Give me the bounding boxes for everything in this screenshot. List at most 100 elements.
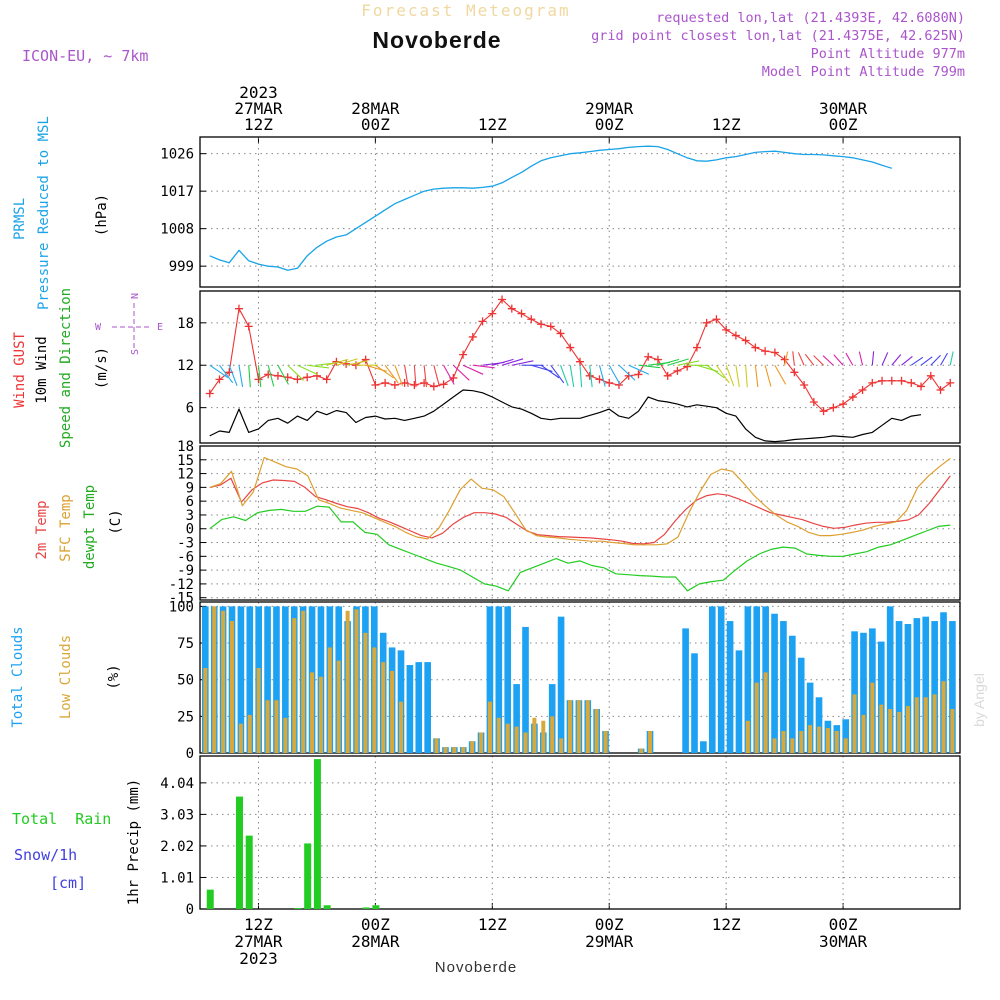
gust-marker: [731, 331, 740, 340]
cloud-bar-low: [496, 717, 501, 753]
cloud-bar-low: [532, 717, 537, 753]
gust-marker: [293, 375, 302, 384]
total-cloud-label: Total Clouds: [10, 626, 26, 727]
time-label-top: 00Z: [361, 115, 390, 134]
grid-point-coords: grid point closest lon,lat (21.4375E, 42…: [591, 28, 965, 44]
cloud-bar-low: [870, 682, 875, 753]
cloud-bar-low: [345, 610, 350, 753]
cloud-bar-low: [888, 709, 893, 753]
ytick-label: 18: [177, 439, 194, 455]
wind-arrow: [901, 355, 913, 366]
wind-arrow: [706, 364, 725, 379]
ytick-label: 50: [177, 673, 194, 689]
precip-unit: 1hr Precip (mm): [126, 779, 142, 905]
cloud-bar-low: [567, 700, 572, 753]
wind-arrow: [715, 364, 730, 384]
cloud-bar-low: [381, 662, 386, 753]
cloud-bar-total: [931, 621, 938, 753]
cloud-bar-low: [799, 731, 804, 753]
wind-arrow: [774, 364, 787, 385]
gust-marker: [848, 393, 857, 402]
gust-marker: [761, 347, 770, 356]
cloud-bar-low: [452, 747, 457, 753]
wind-speed-line: [209, 389, 922, 443]
time-label-bottom: 2023: [239, 949, 278, 968]
wind-arrow: [764, 365, 772, 387]
gust-marker: [663, 371, 672, 380]
cloud-bar-low: [470, 741, 475, 753]
gust-marker: [507, 304, 516, 313]
gust-marker: [926, 371, 935, 380]
cloud-bar-low: [914, 697, 919, 753]
ytick-label: 4.04: [160, 776, 194, 792]
ytick-label: 0: [186, 902, 194, 918]
snow-label: Snow/1h: [14, 846, 77, 864]
gust-marker: [907, 378, 916, 387]
cloud-bar-low: [336, 660, 341, 753]
cloud-bar-total: [237, 606, 245, 753]
cloud-bar-total: [700, 741, 707, 753]
wind-arrow: [677, 360, 700, 366]
ytick-label: 6: [186, 401, 194, 417]
gust-marker: [897, 376, 906, 385]
requested-coords: requested lon,lat (21.4393E, 42.6080N): [656, 10, 965, 26]
time-label-bottom: 12Z: [712, 915, 741, 934]
panel-frame: [199, 290, 961, 444]
ytick-label: 3: [186, 508, 194, 524]
gust-marker: [878, 376, 887, 385]
wind-arrow: [804, 353, 815, 366]
gust-marker: [790, 368, 799, 377]
temp-unit: (C): [108, 509, 124, 534]
wind-arrow: [608, 364, 621, 385]
wind-arrow: [277, 364, 289, 385]
cloud-bar-low: [354, 609, 359, 753]
cloud-bar-low: [905, 706, 910, 753]
cloud-bar-low: [256, 667, 261, 753]
wind-arrow: [940, 352, 948, 366]
time-label-top: 00Z: [595, 115, 624, 134]
wind-label: 10m Wind: [34, 336, 50, 403]
wind-arrow: [754, 365, 759, 388]
cloud-bar-total: [557, 616, 565, 753]
gust-marker: [322, 375, 331, 384]
gust-marker: [946, 378, 955, 387]
ytick-label: 1.01: [160, 870, 194, 886]
wind-arrow: [858, 351, 864, 366]
gust-marker: [566, 343, 575, 352]
wind-arrow: [511, 360, 534, 366]
cloud-bar-low: [310, 672, 315, 753]
point-altitude: Point Altitude 977m: [811, 46, 965, 62]
ytick-label: 15: [177, 453, 194, 469]
cloud-bar-total: [708, 606, 716, 753]
wind-arrow: [813, 355, 824, 366]
ytick-label: 2.02: [160, 839, 194, 855]
pressure-label: Pressure Reduced to MSL: [36, 116, 52, 310]
wind-arrow: [238, 365, 244, 388]
ytick-label: 25: [177, 709, 194, 725]
cloud-bar-low: [230, 621, 234, 753]
panel-frame: [199, 136, 961, 288]
gust-marker: [478, 317, 487, 326]
gust-marker: [780, 355, 789, 364]
wind-arrow: [579, 365, 583, 388]
cloud-bar-low: [221, 610, 226, 753]
wind-arrow: [638, 364, 661, 369]
cloud-bar-total: [753, 606, 761, 753]
rain-bar: [323, 905, 331, 909]
cloud-bar-low: [301, 610, 306, 753]
wind-arrow: [375, 364, 394, 379]
cloud-bar-low: [434, 738, 439, 753]
cloud-bar-low: [594, 709, 599, 753]
gust-marker: [770, 348, 779, 357]
cloud-bar-low: [861, 714, 866, 753]
cloud-bar-low: [283, 717, 288, 753]
wind-arrow: [871, 351, 875, 366]
cloud-bar-total: [886, 606, 894, 753]
ytick-label: 75: [177, 636, 194, 652]
cloud-bar-low: [781, 731, 786, 753]
time-label-bottom: 29MAR: [585, 932, 634, 951]
wind-arrow: [559, 365, 569, 387]
compass-west: W: [95, 322, 102, 333]
cloud-bar-low: [372, 647, 377, 753]
